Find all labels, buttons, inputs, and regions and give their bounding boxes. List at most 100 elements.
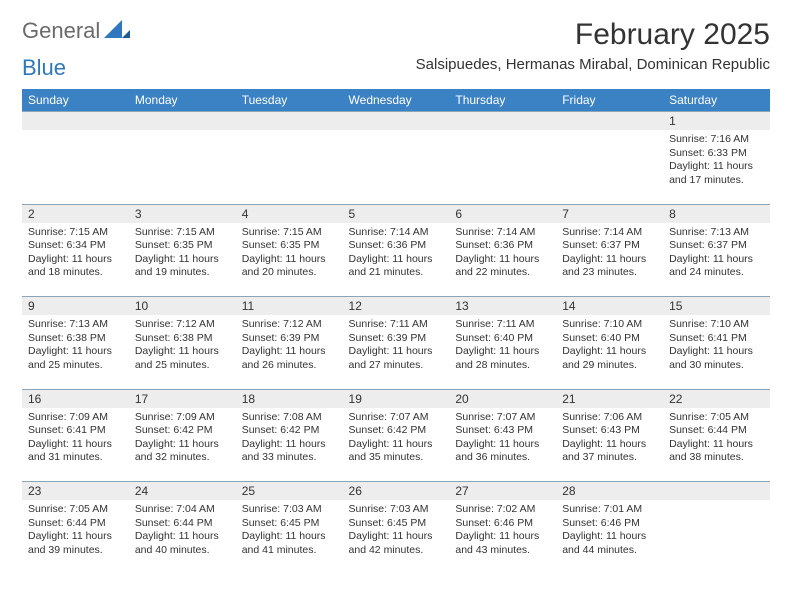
day-number-cell: 18 xyxy=(236,389,343,408)
daylight-line: Daylight: 11 hours and 25 minutes. xyxy=(135,345,230,372)
daylight-line: Daylight: 11 hours and 24 minutes. xyxy=(669,253,764,280)
sunset-line: Sunset: 6:36 PM xyxy=(349,239,444,253)
daylight-line: Daylight: 11 hours and 32 minutes. xyxy=(135,438,230,465)
daylight-line: Daylight: 11 hours and 25 minutes. xyxy=(28,345,123,372)
sunrise-line: Sunrise: 7:15 AM xyxy=(28,226,123,240)
day-number-cell: 17 xyxy=(129,389,236,408)
sunrise-line: Sunrise: 7:11 AM xyxy=(349,318,444,332)
day-number-cell: 12 xyxy=(343,297,450,316)
calendar-table: SundayMondayTuesdayWednesdayThursdayFrid… xyxy=(22,89,770,574)
sunrise-line: Sunrise: 7:16 AM xyxy=(669,133,764,147)
daylight-line: Daylight: 11 hours and 44 minutes. xyxy=(562,530,657,557)
sunset-line: Sunset: 6:35 PM xyxy=(135,239,230,253)
day-detail-cell: Sunrise: 7:04 AMSunset: 6:44 PMDaylight:… xyxy=(129,500,236,574)
sunset-line: Sunset: 6:35 PM xyxy=(242,239,337,253)
day-number-cell: 14 xyxy=(556,297,663,316)
day-detail-cell xyxy=(663,500,770,574)
brand-word1: General xyxy=(22,18,100,44)
day-number-cell: 24 xyxy=(129,482,236,501)
sunrise-line: Sunrise: 7:10 AM xyxy=(562,318,657,332)
day-number-cell xyxy=(449,112,556,131)
day-detail-cell xyxy=(343,130,450,204)
sunrise-line: Sunrise: 7:09 AM xyxy=(28,411,123,425)
day-number-cell: 19 xyxy=(343,389,450,408)
sunset-line: Sunset: 6:42 PM xyxy=(135,424,230,438)
daylight-line: Daylight: 11 hours and 26 minutes. xyxy=(242,345,337,372)
day-number-cell: 28 xyxy=(556,482,663,501)
sunrise-line: Sunrise: 7:05 AM xyxy=(669,411,764,425)
day-detail-cell: Sunrise: 7:05 AMSunset: 6:44 PMDaylight:… xyxy=(22,500,129,574)
day-number-cell xyxy=(343,112,450,131)
daylight-line: Daylight: 11 hours and 19 minutes. xyxy=(135,253,230,280)
weekday-header: Tuesday xyxy=(236,89,343,112)
sunrise-line: Sunrise: 7:12 AM xyxy=(135,318,230,332)
day-detail-cell: Sunrise: 7:02 AMSunset: 6:46 PMDaylight:… xyxy=(449,500,556,574)
day-detail-cell: Sunrise: 7:03 AMSunset: 6:45 PMDaylight:… xyxy=(236,500,343,574)
weekday-header: Sunday xyxy=(22,89,129,112)
daylight-line: Daylight: 11 hours and 23 minutes. xyxy=(562,253,657,280)
daylight-line: Daylight: 11 hours and 30 minutes. xyxy=(669,345,764,372)
sunrise-line: Sunrise: 7:03 AM xyxy=(242,503,337,517)
sunrise-line: Sunrise: 7:02 AM xyxy=(455,503,550,517)
day-number-cell xyxy=(556,112,663,131)
day-number-cell: 21 xyxy=(556,389,663,408)
day-detail-cell: Sunrise: 7:14 AMSunset: 6:36 PMDaylight:… xyxy=(343,223,450,297)
daylight-line: Daylight: 11 hours and 38 minutes. xyxy=(669,438,764,465)
sunset-line: Sunset: 6:34 PM xyxy=(28,239,123,253)
day-detail-cell: Sunrise: 7:15 AMSunset: 6:35 PMDaylight:… xyxy=(236,223,343,297)
day-detail-cell: Sunrise: 7:10 AMSunset: 6:40 PMDaylight:… xyxy=(556,315,663,389)
day-detail-cell: Sunrise: 7:07 AMSunset: 6:43 PMDaylight:… xyxy=(449,408,556,482)
sunrise-line: Sunrise: 7:08 AM xyxy=(242,411,337,425)
weekday-header: Wednesday xyxy=(343,89,450,112)
logo-mark-icon xyxy=(104,18,130,44)
sunset-line: Sunset: 6:44 PM xyxy=(135,517,230,531)
day-detail-cell: Sunrise: 7:16 AMSunset: 6:33 PMDaylight:… xyxy=(663,130,770,204)
day-number-cell: 5 xyxy=(343,204,450,223)
weekday-header-row: SundayMondayTuesdayWednesdayThursdayFrid… xyxy=(22,89,770,112)
day-number-cell xyxy=(22,112,129,131)
day-detail-cell xyxy=(449,130,556,204)
daylight-line: Daylight: 11 hours and 31 minutes. xyxy=(28,438,123,465)
sunset-line: Sunset: 6:39 PM xyxy=(349,332,444,346)
day-detail-cell: Sunrise: 7:11 AMSunset: 6:39 PMDaylight:… xyxy=(343,315,450,389)
daylight-line: Daylight: 11 hours and 17 minutes. xyxy=(669,160,764,187)
sunrise-line: Sunrise: 7:13 AM xyxy=(669,226,764,240)
sunset-line: Sunset: 6:45 PM xyxy=(349,517,444,531)
daylight-line: Daylight: 11 hours and 18 minutes. xyxy=(28,253,123,280)
day-detail-cell: Sunrise: 7:07 AMSunset: 6:42 PMDaylight:… xyxy=(343,408,450,482)
sunset-line: Sunset: 6:37 PM xyxy=(562,239,657,253)
sunset-line: Sunset: 6:40 PM xyxy=(455,332,550,346)
daylight-line: Daylight: 11 hours and 33 minutes. xyxy=(242,438,337,465)
daylight-line: Daylight: 11 hours and 41 minutes. xyxy=(242,530,337,557)
day-detail-cell: Sunrise: 7:03 AMSunset: 6:45 PMDaylight:… xyxy=(343,500,450,574)
sunrise-line: Sunrise: 7:03 AM xyxy=(349,503,444,517)
sunset-line: Sunset: 6:33 PM xyxy=(669,147,764,161)
daylight-line: Daylight: 11 hours and 35 minutes. xyxy=(349,438,444,465)
daylight-line: Daylight: 11 hours and 36 minutes. xyxy=(455,438,550,465)
sunrise-line: Sunrise: 7:10 AM xyxy=(669,318,764,332)
day-detail-cell: Sunrise: 7:13 AMSunset: 6:37 PMDaylight:… xyxy=(663,223,770,297)
day-number-cell: 13 xyxy=(449,297,556,316)
day-number-cell: 7 xyxy=(556,204,663,223)
day-number-cell: 11 xyxy=(236,297,343,316)
weekday-header: Friday xyxy=(556,89,663,112)
day-number-cell: 1 xyxy=(663,112,770,131)
sunset-line: Sunset: 6:41 PM xyxy=(28,424,123,438)
sunset-line: Sunset: 6:44 PM xyxy=(669,424,764,438)
daylight-line: Daylight: 11 hours and 27 minutes. xyxy=(349,345,444,372)
day-detail-cell xyxy=(556,130,663,204)
sunset-line: Sunset: 6:45 PM xyxy=(242,517,337,531)
day-number-cell: 27 xyxy=(449,482,556,501)
sunset-line: Sunset: 6:39 PM xyxy=(242,332,337,346)
daylight-line: Daylight: 11 hours and 21 minutes. xyxy=(349,253,444,280)
sunset-line: Sunset: 6:46 PM xyxy=(455,517,550,531)
daylight-line: Daylight: 11 hours and 40 minutes. xyxy=(135,530,230,557)
day-detail-cell: Sunrise: 7:14 AMSunset: 6:37 PMDaylight:… xyxy=(556,223,663,297)
weekday-header: Monday xyxy=(129,89,236,112)
sunset-line: Sunset: 6:40 PM xyxy=(562,332,657,346)
sunrise-line: Sunrise: 7:01 AM xyxy=(562,503,657,517)
day-detail-cell: Sunrise: 7:12 AMSunset: 6:38 PMDaylight:… xyxy=(129,315,236,389)
daylight-line: Daylight: 11 hours and 37 minutes. xyxy=(562,438,657,465)
sunrise-line: Sunrise: 7:14 AM xyxy=(455,226,550,240)
sunrise-line: Sunrise: 7:12 AM xyxy=(242,318,337,332)
